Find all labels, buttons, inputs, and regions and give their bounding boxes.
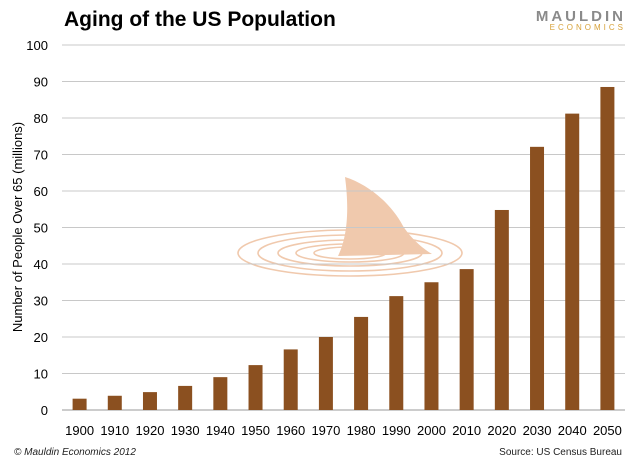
source-note: Source: US Census Bureau xyxy=(499,447,622,458)
x-tick-label: 2040 xyxy=(558,423,587,438)
x-tick-label: 1930 xyxy=(171,423,200,438)
x-tick-label: 1970 xyxy=(311,423,340,438)
y-tick-label: 30 xyxy=(34,294,48,309)
bar-1900 xyxy=(72,398,87,410)
bar-1980 xyxy=(354,316,369,410)
x-tick-label: 2050 xyxy=(593,423,622,438)
y-tick-label: 60 xyxy=(34,184,48,199)
bar-1910 xyxy=(107,395,122,410)
y-tick-label: 10 xyxy=(34,367,48,382)
bar-1930 xyxy=(178,385,193,410)
shark-fin-icon xyxy=(338,177,432,256)
bar-1950 xyxy=(248,365,263,410)
x-tick-label: 1980 xyxy=(347,423,376,438)
bar-1960 xyxy=(283,349,298,410)
y-tick-label: 80 xyxy=(34,111,48,126)
bar-2050 xyxy=(600,86,615,410)
y-tick-label: 20 xyxy=(34,330,48,345)
y-tick-label: 90 xyxy=(34,75,48,90)
y-tick-label: 0 xyxy=(41,403,48,418)
x-tick-label: 2010 xyxy=(452,423,481,438)
bar-1920 xyxy=(142,392,157,410)
x-tick-labels: 1900 1910 1920 1930 1940 1950 1960 1970 1980 1990… xyxy=(65,423,622,438)
x-tick-label: 1900 xyxy=(65,423,94,438)
x-tick-label: 1920 xyxy=(136,423,165,438)
y-tick-label: 40 xyxy=(34,257,48,272)
x-tick-label: 1910 xyxy=(100,423,129,438)
bar-1940 xyxy=(213,377,228,410)
bar-2020 xyxy=(494,209,509,410)
bar-2040 xyxy=(565,113,580,411)
y-axis-label: Number of People Over 65 (millions) xyxy=(10,122,25,332)
mauldin-logo: MAULDIN ECONOMICS xyxy=(536,8,626,32)
x-tick-label: 1990 xyxy=(382,423,411,438)
x-tick-label: 2020 xyxy=(487,423,516,438)
x-tick-label: 1950 xyxy=(241,423,270,438)
x-tick-label: 2000 xyxy=(417,423,446,438)
shark-fin-watermark xyxy=(237,177,463,277)
logo-subtitle: ECONOMICS xyxy=(549,23,626,32)
copyright-note: © Mauldin Economics 2012 xyxy=(14,447,136,458)
x-tick-label: 1960 xyxy=(276,423,305,438)
bar-1990 xyxy=(389,296,404,410)
bar-2000 xyxy=(424,282,439,410)
bar-1970 xyxy=(318,337,333,410)
y-tick-label: 100 xyxy=(26,38,48,53)
y-tick-label: 50 xyxy=(34,221,48,236)
bar-2010 xyxy=(459,269,474,410)
y-tick-label: 70 xyxy=(34,148,48,163)
bar-2030 xyxy=(530,146,545,410)
logo-wordmark: MAULDIN xyxy=(535,8,626,25)
x-tick-label: 1940 xyxy=(206,423,235,438)
y-tick-labels: 0 10 20 30 40 50 60 70 80 90 100 xyxy=(26,38,48,418)
bars xyxy=(72,86,615,411)
chart-title: Aging of the US Population xyxy=(64,8,336,31)
x-tick-label: 2030 xyxy=(523,423,552,438)
